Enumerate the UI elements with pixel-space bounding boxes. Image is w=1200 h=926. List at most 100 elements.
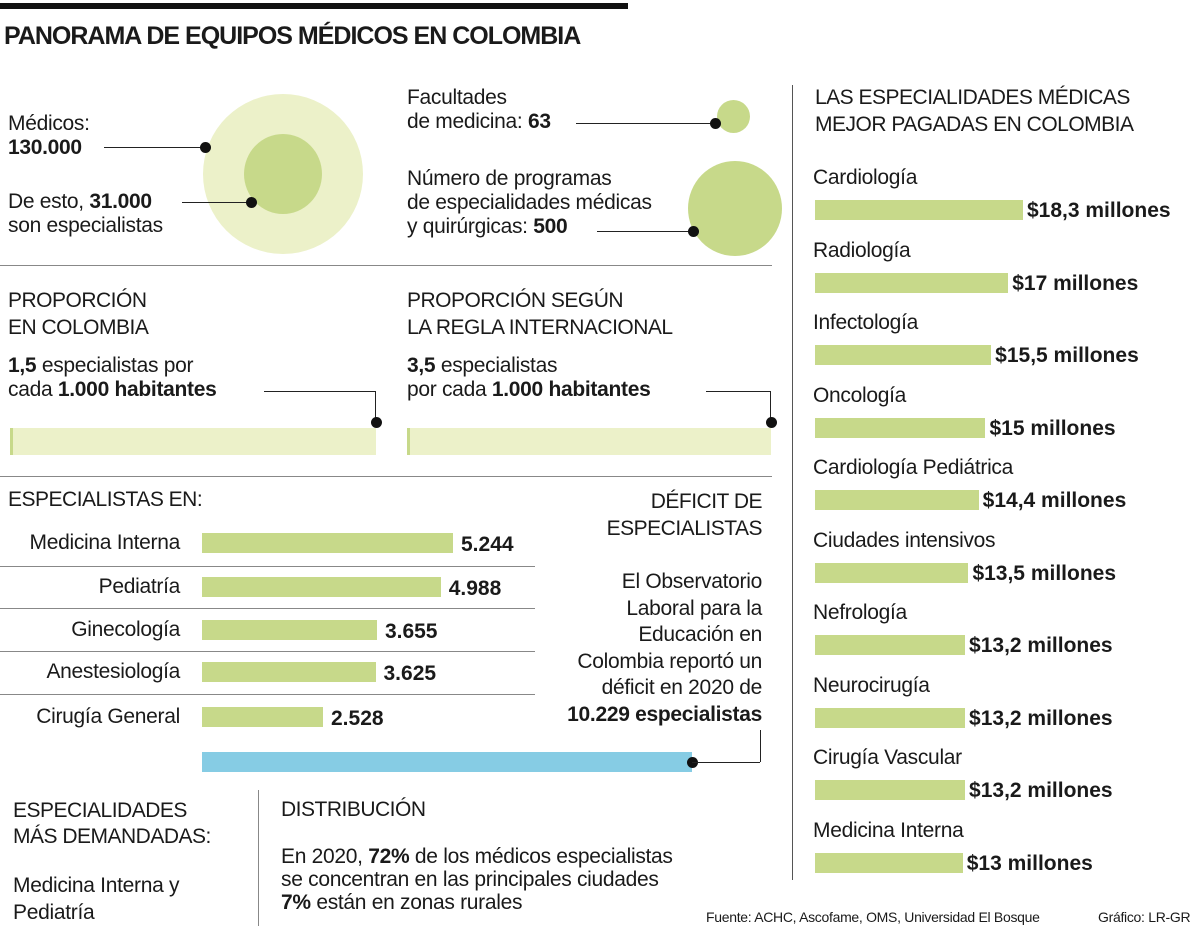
ratio-text: 1.000 habitantes xyxy=(491,378,651,401)
demandadas-line: Medicina Interna y xyxy=(13,874,180,897)
connector xyxy=(770,391,771,421)
connector xyxy=(576,123,714,124)
category-label: Cardiología xyxy=(813,166,918,189)
data-label: $17 millones xyxy=(1012,271,1139,295)
column-divider xyxy=(792,85,793,880)
data-label: $18,3 millones xyxy=(1027,199,1171,222)
data-label: $13 millones xyxy=(966,851,1093,875)
category-label: Oncología xyxy=(813,383,907,407)
category-label: Anestesiología xyxy=(46,660,180,683)
programas-label: Número de programas de especialidades mé… xyxy=(407,167,652,239)
proporcion-internacional-bar xyxy=(407,428,410,455)
ratio-value: 3,5 xyxy=(407,354,436,377)
connector-dot xyxy=(246,197,257,208)
category-label: Cirugía Vascular xyxy=(813,746,962,769)
deficit-line: Laboral para la xyxy=(626,596,762,620)
proporcion-colombia-bar-track xyxy=(10,428,376,455)
facultades-text: de medicina: xyxy=(407,110,523,133)
data-label: $15 millones xyxy=(989,416,1116,440)
data-label: 3.655 xyxy=(384,620,438,643)
data-label: $14,4 millones xyxy=(982,489,1127,512)
bar xyxy=(815,562,969,583)
connector xyxy=(706,391,771,392)
ratio-value: 1,5 xyxy=(8,354,37,377)
medicos-label: Médicos: 130.000 xyxy=(8,112,90,160)
heading-line: LA REGLA INTERNACIONAL xyxy=(407,316,673,339)
deficit-text: El Observatorio Laboral para la Educació… xyxy=(567,569,762,728)
ratio-text: especialistas por xyxy=(41,354,194,377)
data-label: $13,5 millones xyxy=(972,561,1117,585)
category-label: Cirugía General xyxy=(36,705,180,728)
heading-line: ESPECIALIDADES xyxy=(13,799,187,822)
divider xyxy=(0,265,772,266)
bar xyxy=(202,662,376,682)
connector-dot xyxy=(371,417,382,428)
bar xyxy=(815,200,1023,220)
proporcion-internacional-text: 3,5 especialistas por cada 1.000 habitan… xyxy=(407,354,651,402)
facultades-value: 63 xyxy=(528,110,551,133)
proporcion-internacional-bar-track xyxy=(407,428,771,455)
category-label: Medicina Interna xyxy=(813,818,964,842)
data-label: 4.988 xyxy=(448,577,502,600)
text: En 2020, xyxy=(281,845,363,868)
heading-line: EN COLOMBIA xyxy=(8,316,149,339)
especialistas-heading: ESPECIALISTAS EN: xyxy=(8,488,203,511)
connector-dot xyxy=(200,142,211,153)
deficit-value: 10.229 especialistas xyxy=(567,702,762,726)
data-label: $13,2 millones xyxy=(969,634,1113,657)
data-label: $13,2 millones xyxy=(969,706,1113,730)
demandadas-heading: ESPECIALIDADES MÁS DEMANDADAS: xyxy=(13,798,211,850)
proporcion-colombia-text: 1,5 especialistas por cada 1.000 habitan… xyxy=(8,354,217,402)
proporcion-colombia-bar xyxy=(10,428,13,455)
heading-line: ESPECIALISTAS xyxy=(606,517,763,540)
facultades-label: Facultades de medicina: 63 xyxy=(407,86,551,134)
text: se concentran en las principales ciudade… xyxy=(281,868,659,891)
heading-line: MEJOR PAGADAS EN COLOMBIA xyxy=(815,113,1134,136)
text: de los médicos especialistas xyxy=(414,845,673,868)
category-label: Pediatría xyxy=(98,575,181,598)
especialistas-label: De esto, 31.000 son especialistas xyxy=(8,190,163,238)
spec-suffix: son especialistas xyxy=(8,214,163,237)
top-rule xyxy=(0,3,628,9)
deficit-heading: DÉFICIT DE ESPECIALISTAS xyxy=(606,488,763,542)
percent-value: 72% xyxy=(368,845,410,868)
programas-circle xyxy=(688,161,782,256)
spec-prefix: De esto, xyxy=(8,190,84,213)
row-divider xyxy=(0,566,535,567)
connector xyxy=(760,730,761,762)
deficit-bar xyxy=(202,752,692,772)
distribucion-heading: DISTRIBUCIÓN xyxy=(281,798,426,821)
heading-line: DÉFICIT DE xyxy=(650,490,763,513)
data-label: $15,5 millones xyxy=(995,344,1139,367)
credit-note: Gráfico: LR-GR xyxy=(1098,909,1191,925)
programas-text: y quirúrgicas: xyxy=(407,215,528,238)
connector-dot xyxy=(688,226,699,237)
especialistas-circle xyxy=(244,134,322,214)
category-label: Neurocirugía xyxy=(813,673,930,697)
programas-value: 500 xyxy=(533,215,568,238)
distribucion-text: En 2020, 72% de los médicos especialista… xyxy=(281,845,673,914)
heading-line: LAS ESPECIALIDADES MÉDICAS xyxy=(815,86,1130,109)
category-label: Ciudades intensivos xyxy=(813,528,996,552)
medicos-value: 130.000 xyxy=(8,136,82,159)
connector xyxy=(691,762,760,763)
category-label: Infectología xyxy=(813,311,918,334)
divider xyxy=(0,476,772,477)
text: están en zonas rurales xyxy=(316,891,523,914)
ratio-text: cada xyxy=(8,378,53,401)
page-title: PANORAMA DE EQUIPOS MÉDICOS EN COLOMBIA xyxy=(4,22,581,50)
bar xyxy=(815,635,966,655)
data-label: 2.528 xyxy=(331,707,384,730)
deficit-line: El Observatorio xyxy=(621,570,763,593)
bar xyxy=(202,620,377,640)
programas-text: de especialidades médicas xyxy=(407,191,652,214)
bar xyxy=(202,577,441,597)
proporcion-internacional-heading: PROPORCIÓN SEGÚN LA REGLA INTERNACIONAL xyxy=(407,287,673,341)
source-note: Fuente: ACHC, Ascofame, OMS, Universidad… xyxy=(706,909,1040,925)
percent-value: 7% xyxy=(281,891,311,914)
heading-line: PROPORCIÓN xyxy=(8,289,147,312)
heading-line: MÁS DEMANDADAS: xyxy=(13,825,211,848)
connector xyxy=(375,391,376,421)
row-divider xyxy=(0,608,535,609)
bar xyxy=(202,707,323,727)
